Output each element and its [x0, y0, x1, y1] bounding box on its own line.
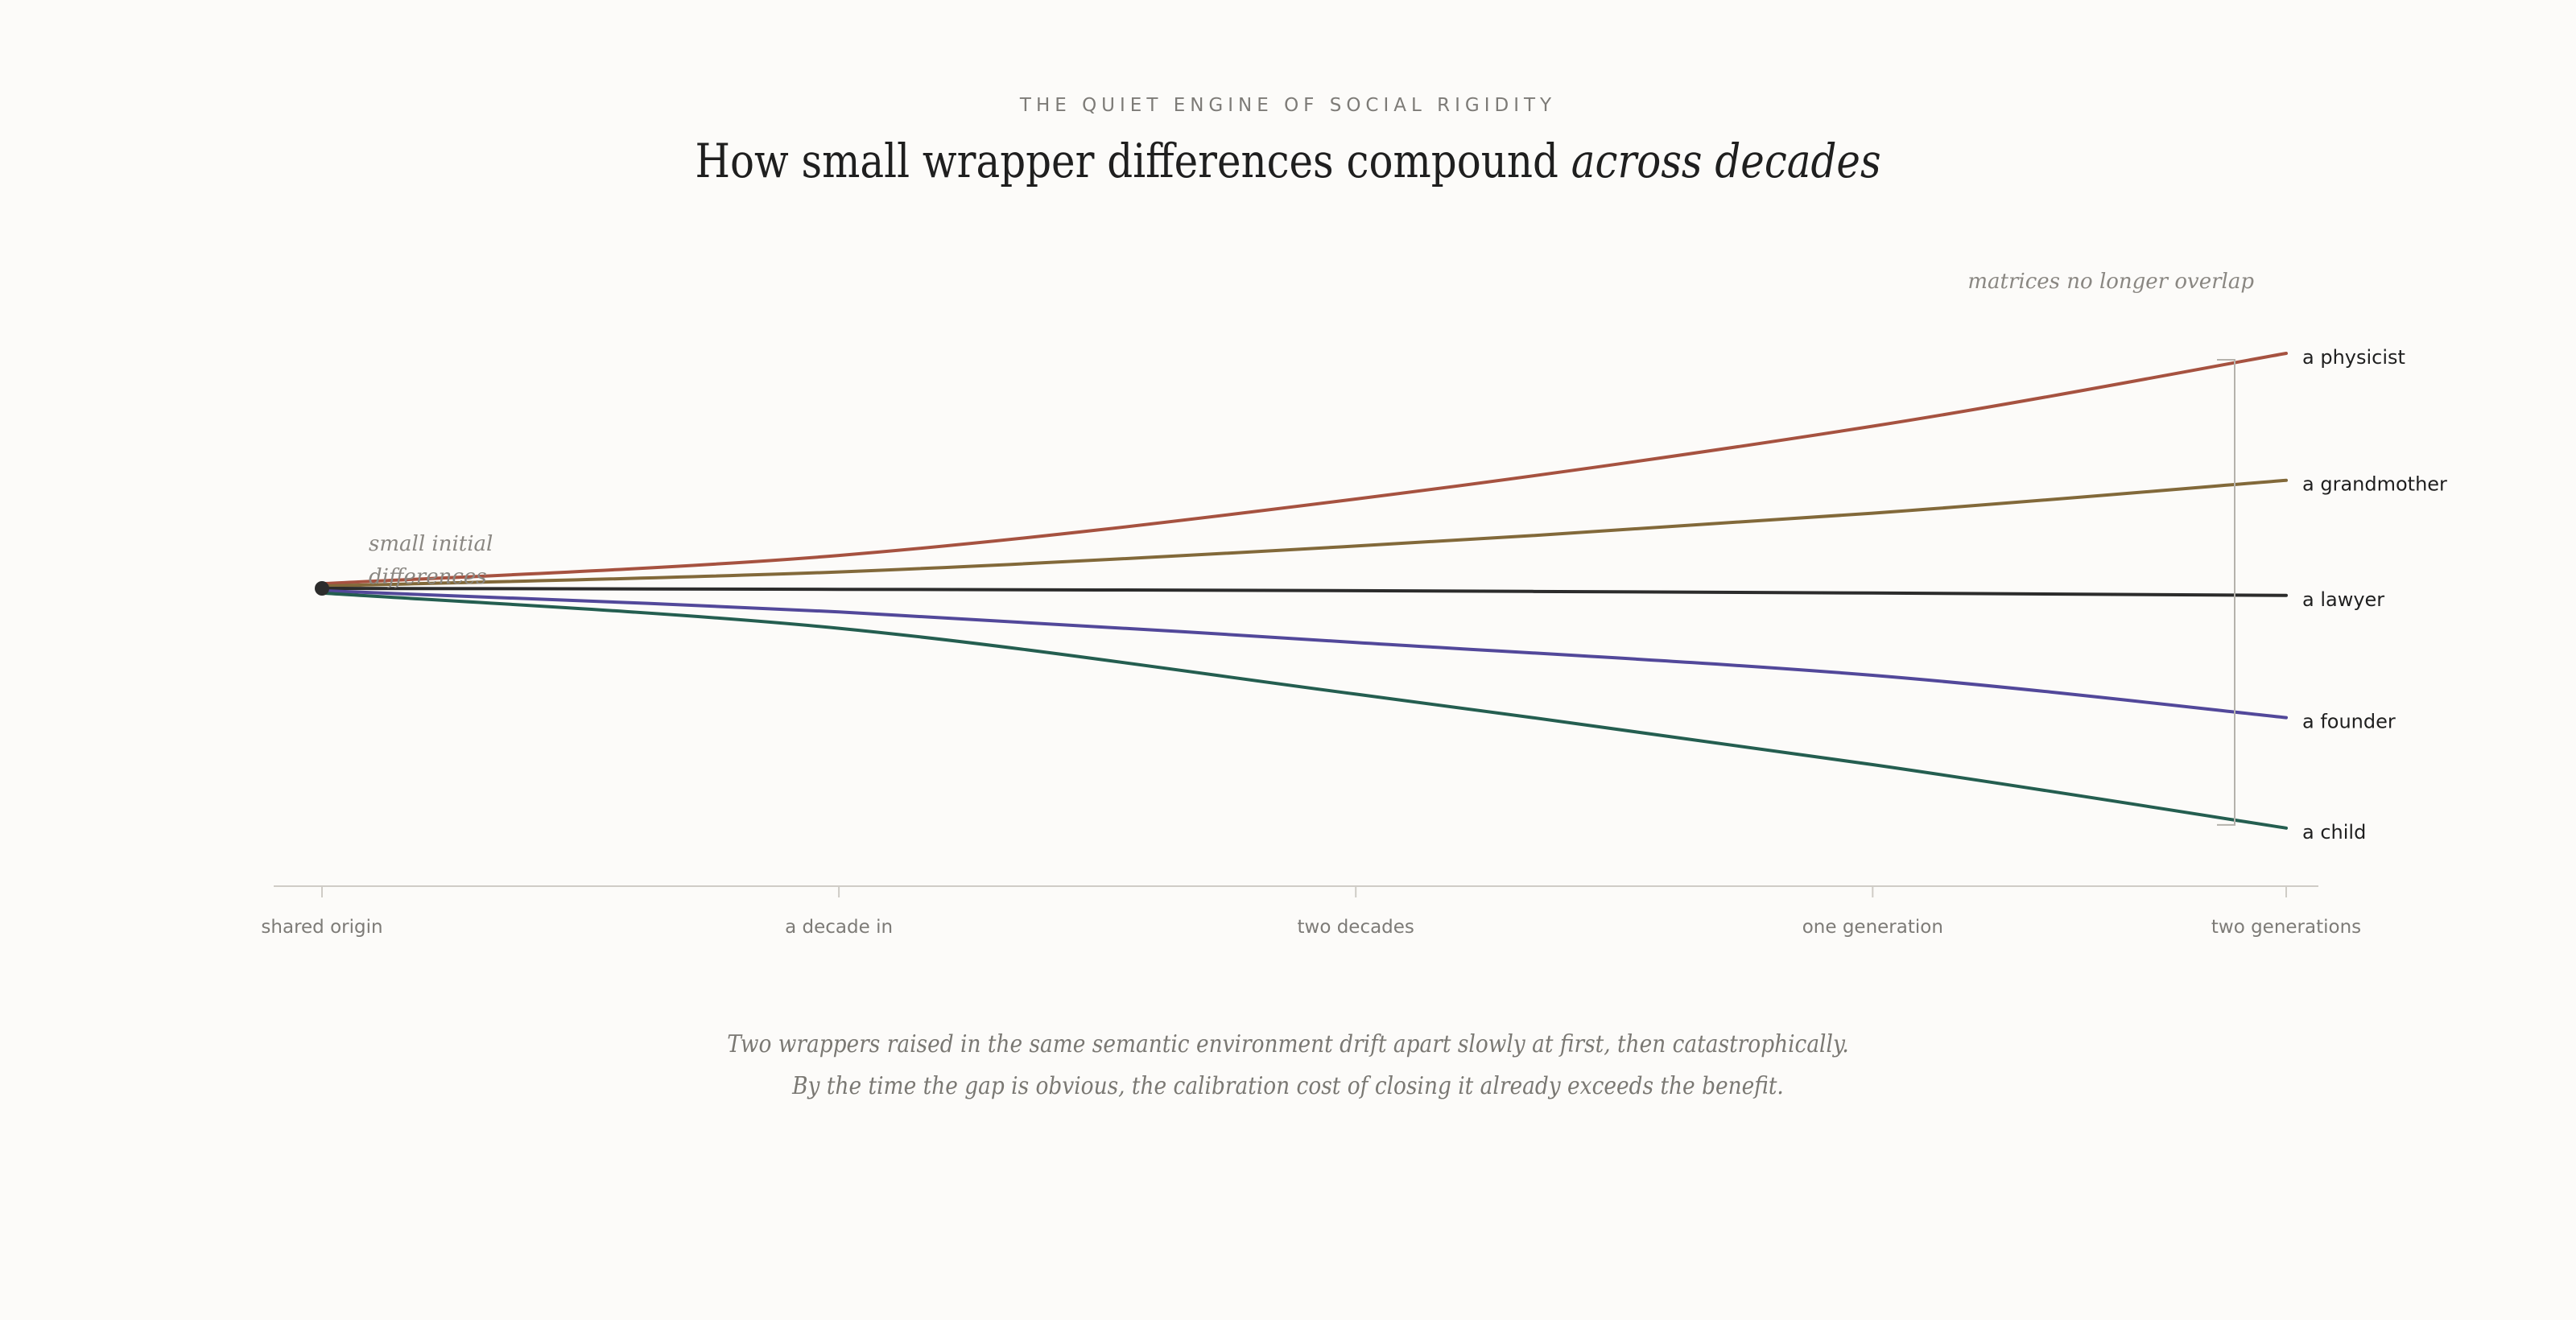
x-tick-label: a decade in	[785, 917, 893, 938]
kicker: THE QUIET ENGINE OF SOCIAL RIGIDITY	[1019, 95, 1557, 116]
caption: Two wrappers raised in the same semantic…	[0, 1024, 2576, 1108]
series-label: a physicist	[2302, 346, 2405, 369]
origin-dot	[315, 581, 329, 596]
x-tick-label: shared origin	[261, 917, 382, 938]
series-label: a founder	[2302, 711, 2396, 733]
x-tick-label: one generation	[1802, 917, 1943, 938]
origin-annotation: small initial	[369, 532, 493, 556]
x-tick-label: two generations	[2211, 917, 2361, 938]
title-main: How small wrapper differences compound	[695, 134, 1571, 188]
caption-line-2: By the time the gap is obvious, the cali…	[792, 1072, 1784, 1100]
title-emphasis: across decades	[1571, 134, 1881, 188]
series-line	[320, 587, 2288, 597]
series-label: a lawyer	[2302, 588, 2384, 611]
series-label: a grandmother	[2302, 473, 2447, 496]
series-label: a child	[2302, 821, 2366, 844]
series-line	[320, 478, 2288, 588]
series-line	[320, 588, 2288, 720]
end-annotation: matrices no longer overlap	[1967, 270, 2254, 294]
series-line	[320, 352, 2288, 586]
caption-line-1: Two wrappers raised in the same semantic…	[727, 1030, 1849, 1058]
chart-title: How small wrapper differences compound a…	[180, 134, 2396, 188]
spread-bracket	[2217, 359, 2235, 826]
x-tick-label: two decades	[1297, 917, 1414, 938]
origin-annotation: differences	[369, 565, 487, 589]
series-line	[320, 591, 2288, 830]
